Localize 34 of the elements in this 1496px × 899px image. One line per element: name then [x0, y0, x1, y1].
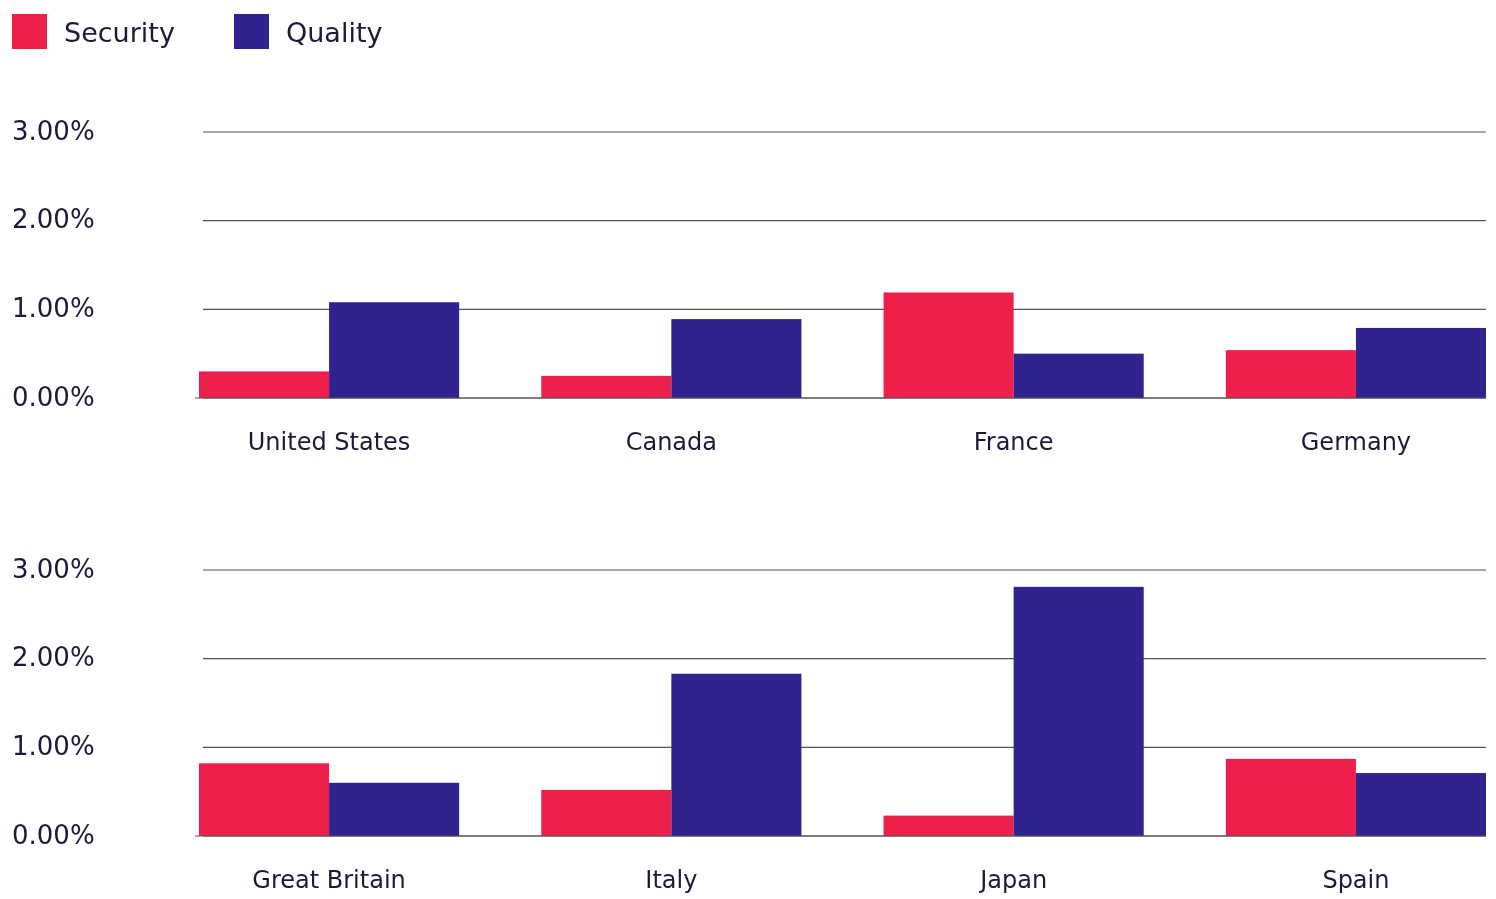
bar	[671, 673, 802, 836]
bar	[671, 319, 802, 398]
bar	[329, 782, 460, 836]
y-tick-label: 2.00%	[12, 204, 95, 235]
x-tick-label: United States	[247, 428, 411, 456]
bar	[541, 375, 672, 398]
bar	[1225, 758, 1356, 836]
y-tick-label: 0.00%	[12, 381, 95, 412]
bar	[883, 815, 1014, 836]
bar	[541, 789, 672, 836]
x-tick-label: France	[973, 428, 1054, 456]
y-tick-label: 3.00%	[12, 115, 95, 146]
x-tick-label: Great Britain	[252, 866, 406, 894]
bar	[1013, 586, 1144, 836]
y-tick-label: 0.00%	[12, 819, 95, 850]
legend-label: Quality	[286, 17, 383, 48]
legend-label: Security	[64, 17, 175, 48]
y-tick-label: 3.00%	[12, 553, 95, 584]
bar	[883, 292, 1014, 398]
bar	[199, 763, 330, 836]
bar	[329, 302, 460, 398]
bar	[1355, 327, 1486, 398]
x-tick-label: Italy	[645, 866, 698, 894]
bar	[1355, 773, 1486, 836]
x-tick-label: Canada	[625, 428, 718, 456]
y-tick-label: 2.00%	[12, 642, 95, 673]
bar	[1225, 350, 1356, 398]
bar	[1013, 353, 1144, 398]
x-tick-label: Japan	[978, 866, 1048, 894]
bar	[199, 371, 330, 398]
y-tick-label: 1.00%	[12, 730, 95, 761]
x-tick-label: Spain	[1322, 866, 1390, 894]
y-tick-label: 1.00%	[12, 292, 95, 323]
x-tick-label: Germany	[1300, 428, 1412, 456]
